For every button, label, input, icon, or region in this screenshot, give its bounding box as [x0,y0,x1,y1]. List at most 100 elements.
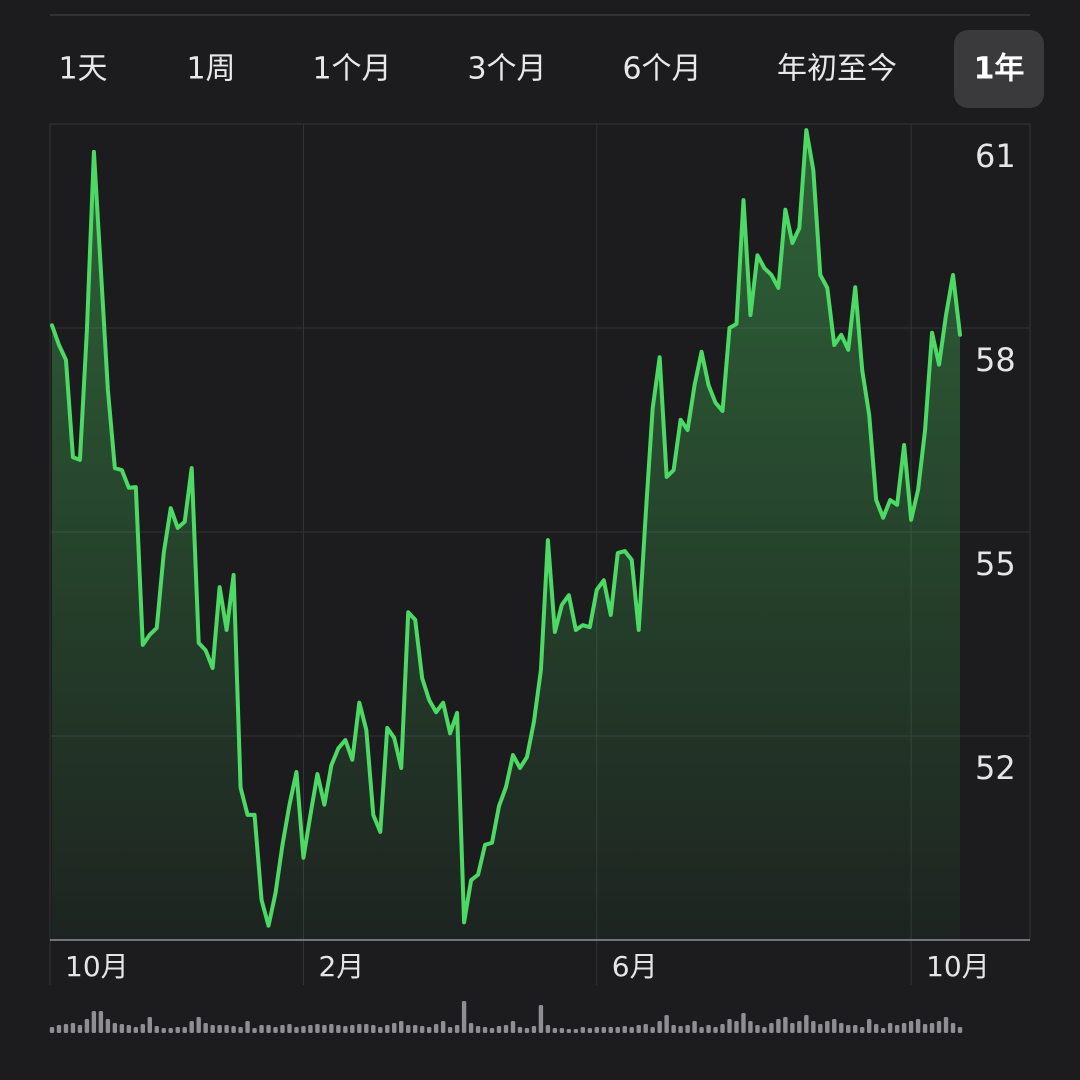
volume-bar [692,1021,697,1033]
plot [50,128,962,940]
volume-bar [685,1025,690,1033]
volume-bar [901,1023,907,1033]
volume-bar [77,1025,83,1033]
volume-bar [140,1024,145,1033]
volume-bar [929,1023,935,1033]
volume-bar [63,1024,69,1033]
volume-bar [475,1026,481,1033]
volume-bar [594,1027,599,1033]
volume-bar [650,1027,655,1033]
volume-bar [825,1021,830,1033]
volume-bar [461,1001,467,1033]
volume-bar [126,1025,132,1033]
volume-bar [566,1029,572,1033]
volume-bar [426,1027,432,1033]
volume-bar [147,1017,152,1033]
volume-bar [636,1025,641,1033]
volume-bar [301,1026,306,1033]
volume-bar [454,1025,460,1033]
y-tick-label: 52 [975,749,1016,787]
x-tick-label: 10月 [926,950,990,983]
range-tab[interactable]: 3个月 [467,52,546,87]
volume-bar [273,1027,278,1033]
volume-bar [880,1028,886,1033]
volume-bar [287,1024,292,1033]
volume-bar [161,1028,166,1033]
volume-bar [322,1025,327,1033]
volume-bar [538,1005,544,1033]
range-tab[interactable]: 1年 [974,52,1025,87]
range-tab[interactable]: 1个月 [312,52,391,87]
volume-bar [517,1027,523,1033]
range-tab[interactable]: 年初至今 [777,52,897,87]
volume-bar [818,1024,823,1033]
volume-bar [182,1027,187,1033]
volume-bar [797,1021,802,1033]
volume-bar [671,1025,676,1033]
volume-bar [252,1028,257,1033]
volume-bar [350,1025,355,1033]
volume-bars [49,1001,963,1033]
volume-bar [657,1021,662,1033]
range-tab[interactable]: 6个月 [622,52,701,87]
volume-bar [392,1023,397,1033]
volume-bar [98,1011,104,1033]
range-tab[interactable]: 1周 [186,52,235,87]
volume-bar [811,1021,816,1033]
volume-bar [615,1027,620,1033]
volume-bar [406,1025,411,1033]
volume-bar [105,1019,111,1033]
volume-bar [713,1027,718,1033]
volume-bar [936,1021,942,1033]
volume-bar [601,1027,606,1033]
volume-bar [413,1025,418,1033]
volume-bar [943,1017,949,1033]
volume-bar [832,1019,837,1033]
volume-bar [56,1025,62,1033]
volume-bar [552,1028,558,1033]
volume-bar [608,1027,613,1033]
volume-bar [580,1027,586,1033]
volume-bar [294,1027,299,1033]
range-tabs: 1天 1周 1个月 3个月 6个月 年初至今 1年 [58,30,1044,108]
volume-bar [154,1026,159,1033]
volume-bar [699,1027,704,1033]
volume-bar [378,1027,383,1033]
volume-bar [385,1025,390,1033]
volume-bar [957,1027,963,1033]
volume-bar [734,1021,739,1033]
volume-bar [531,1026,537,1033]
volume-bar [839,1023,844,1033]
price-line [50,128,962,928]
volume-bar [447,1027,453,1033]
volume-bar [371,1025,376,1033]
volume-bar [210,1025,215,1033]
volume-bar [468,1023,474,1033]
volume-bar [664,1015,669,1033]
volume-bar [168,1028,173,1033]
volume-bar [741,1013,746,1033]
volume-bar [399,1021,404,1033]
volume-bar [587,1028,593,1033]
volume-bar [489,1028,495,1033]
volume-bar [678,1026,683,1033]
volume-bar [343,1026,348,1033]
volume-bar [245,1021,250,1033]
volume-bar [922,1024,928,1033]
volume-bar [727,1019,732,1033]
volume-bar [622,1026,627,1033]
volume-bar [887,1023,893,1033]
range-tab[interactable]: 1天 [58,52,107,87]
volume-bar [573,1029,579,1033]
volume-bar [860,1027,865,1033]
volume-bar [259,1025,264,1033]
selected-tab-bg [954,30,1044,108]
volume-bar [915,1019,921,1033]
volume-bar [315,1024,320,1033]
volume-bar [266,1025,271,1033]
volume-bar [720,1024,725,1033]
volume-bar [175,1027,180,1033]
x-tick-label: 6月 [612,950,658,983]
